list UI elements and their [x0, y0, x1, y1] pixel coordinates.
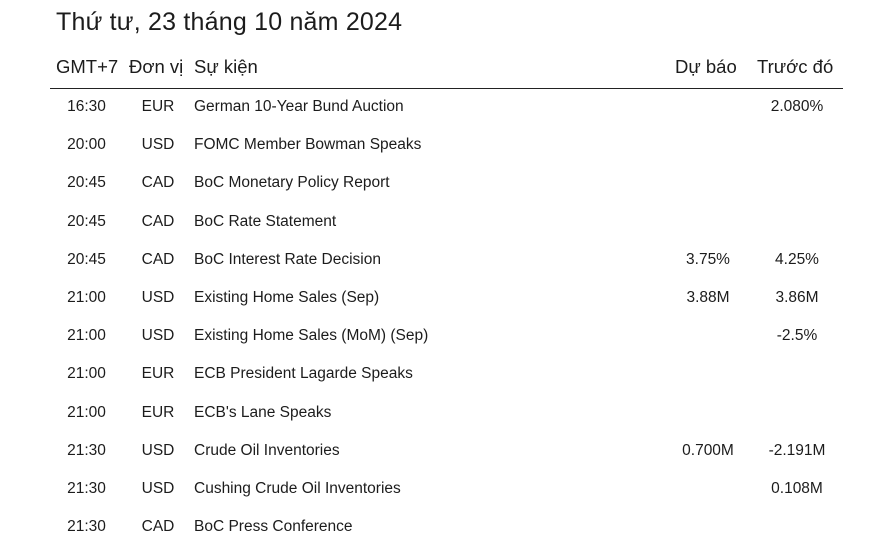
event-name[interactable]: Crude Oil Inventories: [194, 441, 340, 459]
event-time: 21:30: [67, 479, 106, 497]
table-row[interactable]: 21:30 USD Crude Oil Inventories 0.700M -…: [50, 433, 843, 471]
table-row[interactable]: 21:30 CAD BoC Press Conference: [50, 509, 843, 547]
event-forecast: 0.700M: [682, 441, 734, 459]
table-row[interactable]: 21:30 USD Cushing Crude Oil Inventories …: [50, 471, 843, 509]
event-currency: CAD: [141, 212, 175, 230]
event-currency: USD: [141, 479, 175, 497]
event-name[interactable]: BoC Interest Rate Decision: [194, 250, 381, 268]
event-name[interactable]: BoC Rate Statement: [194, 212, 337, 230]
table-row[interactable]: 16:30 EUR German 10-Year Bund Auction 2.…: [50, 89, 843, 127]
table-header: GMT+7 Đơn vị Sự kiện Dự báo Trước đó: [50, 54, 843, 89]
event-time: 21:30: [67, 441, 106, 459]
event-name[interactable]: BoC Monetary Policy Report: [194, 174, 390, 192]
table-row[interactable]: 20:45 CAD BoC Rate Statement: [50, 204, 843, 242]
event-previous: 2.080%: [770, 98, 824, 115]
event-currency: USD: [141, 327, 175, 345]
table-row[interactable]: 21:00 EUR ECB President Lagarde Speaks: [50, 356, 843, 394]
event-name[interactable]: German 10-Year Bund Auction: [194, 98, 404, 115]
event-name[interactable]: Existing Home Sales (MoM) (Sep): [194, 327, 429, 345]
event-currency: CAD: [141, 250, 175, 268]
event-name[interactable]: Existing Home Sales (Sep): [194, 288, 380, 306]
event-previous: -2.191M: [768, 441, 826, 459]
column-header-unit[interactable]: Đơn vị: [129, 56, 184, 77]
event-currency: EUR: [141, 365, 175, 383]
event-currency: USD: [141, 288, 175, 306]
event-currency: EUR: [141, 403, 175, 421]
event-currency: EUR: [141, 98, 175, 115]
column-header-event[interactable]: Sự kiện: [194, 56, 258, 77]
event-forecast: 3.75%: [686, 250, 730, 268]
event-name[interactable]: FOMC Member Bowman Speaks: [194, 136, 422, 154]
event-time: 21:00: [67, 365, 106, 383]
event-time: 20:45: [67, 174, 106, 192]
event-time: 21:00: [67, 288, 106, 306]
event-previous: -2.5%: [776, 327, 818, 345]
event-name[interactable]: ECB President Lagarde Speaks: [194, 365, 413, 383]
event-time: 20:45: [67, 250, 106, 268]
event-table-body: 16:30 EUR German 10-Year Bund Auction 2.…: [50, 89, 843, 547]
event-time: 16:30: [67, 98, 106, 115]
event-time: 20:00: [67, 136, 106, 154]
event-currency: CAD: [141, 518, 175, 536]
column-header-previous[interactable]: Trước đó: [757, 56, 834, 77]
event-previous: 4.25%: [775, 250, 819, 268]
table-row[interactable]: 21:00 USD Existing Home Sales (Sep) 3.88…: [50, 280, 843, 318]
event-time: 21:00: [67, 403, 106, 421]
column-header-time[interactable]: GMT+7: [56, 56, 119, 77]
column-header-forecast[interactable]: Dự báo: [675, 56, 737, 77]
event-currency: CAD: [141, 174, 175, 192]
event-time: 21:30: [67, 518, 106, 536]
table-row[interactable]: 21:00 USD Existing Home Sales (MoM) (Sep…: [50, 318, 843, 356]
event-forecast: 3.88M: [686, 288, 730, 306]
event-previous: 0.108M: [771, 479, 823, 497]
table-row[interactable]: 20:00 USD FOMC Member Bowman Speaks: [50, 127, 843, 165]
event-name[interactable]: BoC Press Conference: [194, 518, 353, 536]
event-previous: 3.86M: [775, 288, 819, 306]
event-name[interactable]: ECB's Lane Speaks: [194, 403, 332, 421]
event-name[interactable]: Cushing Crude Oil Inventories: [194, 479, 401, 497]
event-currency: USD: [141, 136, 175, 154]
event-time: 20:45: [67, 212, 106, 230]
table-row[interactable]: 20:45 CAD BoC Monetary Policy Report: [50, 165, 843, 203]
table-row[interactable]: 21:00 EUR ECB's Lane Speaks: [50, 395, 843, 433]
page-title: Thứ tư, 23 tháng 10 năm 2024: [56, 8, 403, 36]
event-currency: USD: [141, 441, 175, 459]
table-row[interactable]: 20:45 CAD BoC Interest Rate Decision 3.7…: [50, 242, 843, 280]
event-time: 21:00: [67, 327, 106, 345]
